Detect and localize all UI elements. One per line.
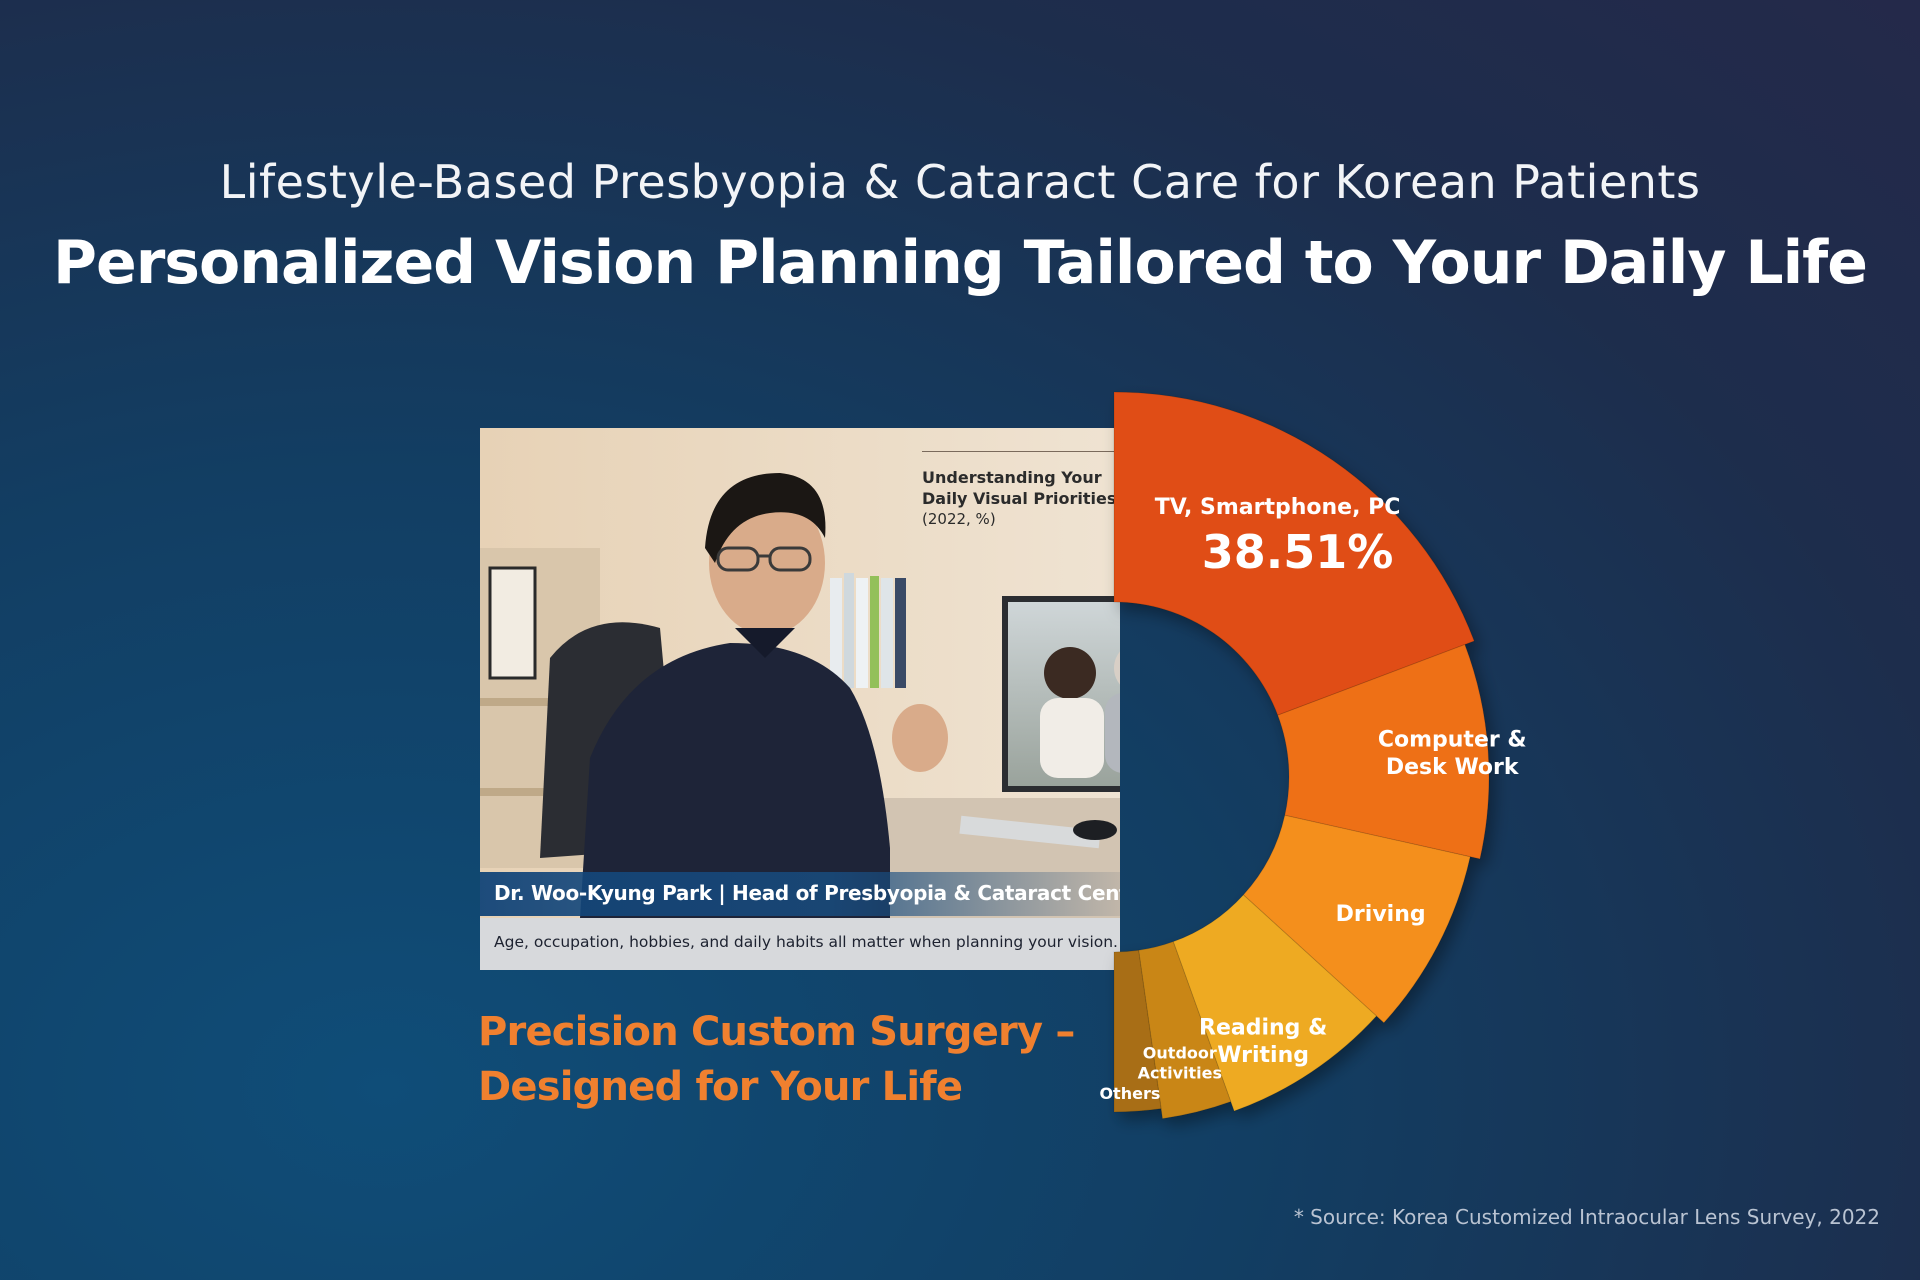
- doctor-photo: Dr. Woo-Kyung Park | Head of Presbyopia …: [480, 428, 1120, 970]
- name-bar: Dr. Woo-Kyung Park | Head of Presbyopia …: [480, 872, 1120, 916]
- donut-slice-2: [1242, 814, 1471, 1024]
- slice-label-5: Others: [1099, 1084, 1160, 1103]
- donut-slice-0: [1113, 391, 1475, 716]
- slice-label-3: Reading & Writing: [1199, 1015, 1327, 1068]
- chart-title-line-2: Daily Visual Priorities: [922, 489, 1117, 508]
- tagline: Precision Custom Surgery – Designed for …: [478, 1005, 1075, 1115]
- tagline-line-1: Precision Custom Surgery –: [478, 1009, 1075, 1055]
- donut-slice-3: [1172, 894, 1378, 1112]
- page-title: Personalized Vision Planning Tailored to…: [53, 228, 1868, 298]
- tagline-line-2: Designed for Your Life: [478, 1064, 963, 1110]
- slice-label-1: Computer & Desk Work: [1378, 728, 1527, 781]
- slice-label-0: TV, Smartphone, PC: [1155, 495, 1401, 520]
- doctor-name-caption: Dr. Woo-Kyung Park | Head of Presbyopia …: [494, 881, 1120, 905]
- chart-note: Understanding Your Daily Visual Prioriti…: [922, 467, 1116, 529]
- slice-label-4: Outdoor Activities: [1138, 1043, 1222, 1082]
- highlight-value-label: 38.51%: [1202, 525, 1394, 579]
- caption-bar: Age, occupation, hobbies, and daily habi…: [480, 918, 1120, 970]
- chart-subtitle: (2022, %): [922, 510, 996, 528]
- photo-description: Age, occupation, hobbies, and daily habi…: [494, 933, 1118, 951]
- chart-title-line-1: Understanding Your: [922, 468, 1102, 487]
- donut-slice-1: [1277, 643, 1490, 860]
- office-scene-illustration: [480, 428, 1120, 918]
- chart-note-rule: [922, 451, 1114, 452]
- donut-slice-5: [1113, 949, 1162, 1113]
- subtitle: Lifestyle-Based Presbyopia & Cataract Ca…: [219, 155, 1701, 209]
- slice-label-2: Driving: [1336, 902, 1426, 927]
- source-note: * Source: Korea Customized Intraocular L…: [1293, 1205, 1880, 1229]
